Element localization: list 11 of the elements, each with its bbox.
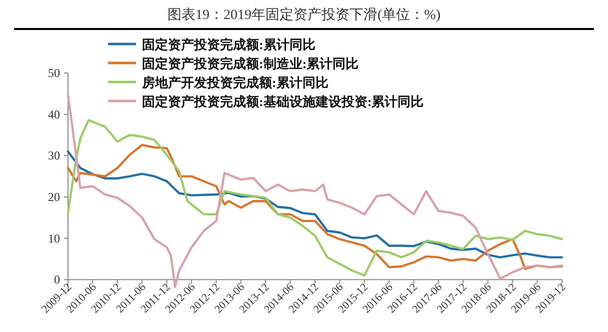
- y-tick-label: 30: [48, 148, 60, 163]
- y-tick-label: 40: [48, 107, 60, 122]
- legend-label: 固定资产投资完成额:基础设施建设投资:累计同比: [142, 94, 424, 109]
- y-tick-label: 50: [48, 66, 60, 80]
- y-tick-label: 0: [54, 272, 60, 287]
- chart-title: 图表19：2019年固定资产投资下滑(单位：%): [168, 7, 441, 23]
- legend-label: 固定资产投资完成额:累计同比: [142, 37, 316, 52]
- legend-label: 房地产开发投资完成额:累计同比: [141, 75, 328, 90]
- y-tick-label: 10: [48, 231, 60, 246]
- legend-label: 固定资产投资完成额:制造业:累计同比: [142, 56, 359, 71]
- y-tick-label: 20: [48, 190, 60, 204]
